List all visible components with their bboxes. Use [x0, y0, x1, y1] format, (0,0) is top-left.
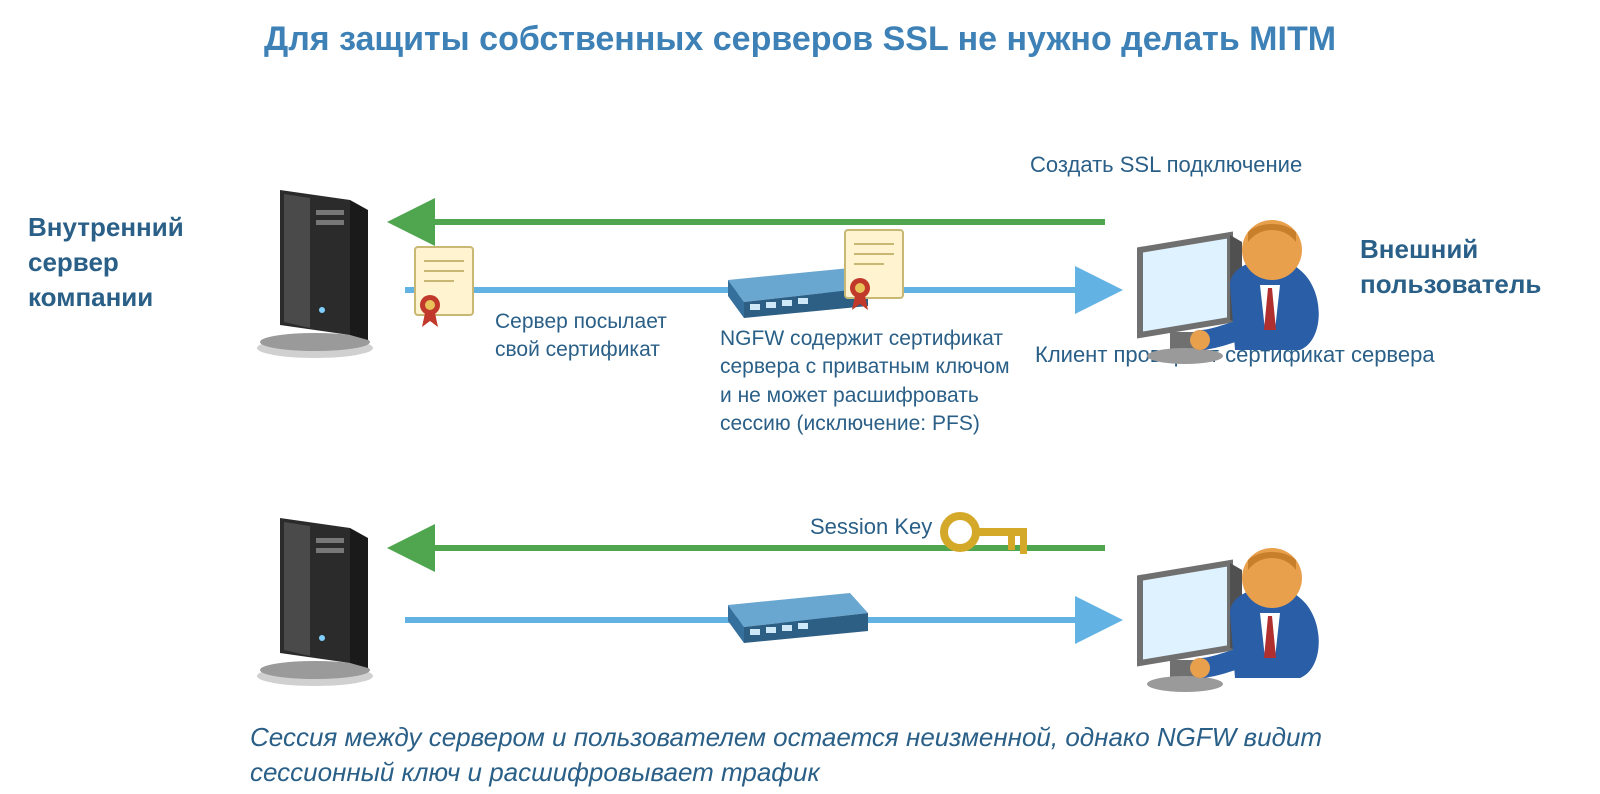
scene2-arrows: [0, 0, 1600, 794]
user-icon: [1130, 518, 1330, 698]
server-icon: [250, 508, 380, 688]
router-icon: [720, 585, 870, 645]
diagram-stage: Для защиты собственных серверов SSL не н…: [0, 0, 1600, 794]
key-icon: [940, 510, 1035, 565]
